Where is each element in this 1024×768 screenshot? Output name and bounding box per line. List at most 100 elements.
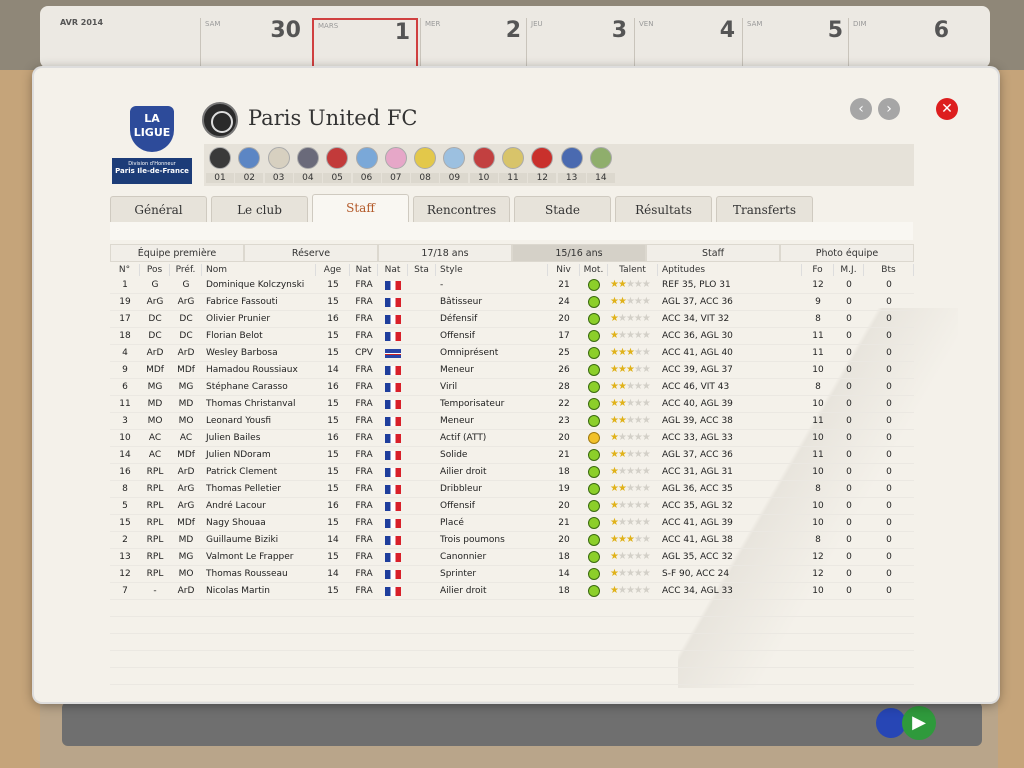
club-badge-item[interactable]: 08 bbox=[411, 146, 440, 184]
column-header[interactable]: Sta bbox=[408, 264, 436, 276]
star-icon: ★ bbox=[641, 534, 651, 545]
table-row[interactable]: 17 DC DC Olivier Prunier 16 FRA Défensif 20 ★★★★… bbox=[110, 311, 914, 328]
tab-5[interactable]: Résultats bbox=[615, 196, 712, 222]
star-icon: ★ bbox=[633, 568, 643, 579]
calendar-day[interactable]: SAM 30 bbox=[200, 18, 307, 70]
column-header[interactable]: Age bbox=[316, 264, 350, 276]
calendar-day[interactable]: SAM 5 bbox=[742, 18, 849, 70]
cell-pref: DC bbox=[179, 331, 193, 341]
subtab-3[interactable]: 15/16 ans bbox=[512, 244, 646, 262]
tab-0[interactable]: Général bbox=[110, 196, 207, 222]
table-row[interactable]: 7- ArD Nicolas Martin 15 FRA Ailier droit 18 ★★… bbox=[110, 583, 914, 600]
table-row[interactable]: 9 MDf MDf Hamadou Roussiaux 14 FRA Meneur 26 ★★★… bbox=[110, 362, 914, 379]
continue-button[interactable]: ▶ bbox=[902, 706, 936, 740]
tab-6[interactable]: Transferts bbox=[716, 196, 813, 222]
cell-nat: FRA bbox=[355, 314, 373, 324]
subtab-5[interactable]: Photo équipe bbox=[780, 244, 914, 262]
subtab-4[interactable]: Staff bbox=[646, 244, 780, 262]
table-row[interactable]: 14 AC MDf Julien NDoram 15 FRA Solide 21 ★★★★★ AG… bbox=[110, 447, 914, 464]
star-icon: ★ bbox=[641, 466, 651, 477]
cell-aptitudes: ACC 41, AGL 40 bbox=[662, 348, 733, 358]
star-icon: ★ bbox=[625, 500, 635, 511]
previous-club-button[interactable]: ‹ bbox=[850, 98, 872, 120]
table-row[interactable]: 11 MD MD Thomas Christanval 15 FRA Temporisate… bbox=[110, 396, 914, 413]
column-header[interactable]: Préf. bbox=[170, 264, 202, 276]
star-icon: ★ bbox=[617, 500, 627, 511]
table-row[interactable]: 10 AC AC Julien Bailes 16 FRA Actif (ATT) 20 ★★★… bbox=[110, 430, 914, 447]
calendar-day[interactable]: MER 2 bbox=[420, 18, 527, 70]
column-header[interactable]: Niv bbox=[548, 264, 580, 276]
subtab-2[interactable]: 17/18 ans bbox=[378, 244, 512, 262]
column-header[interactable]: Nat bbox=[378, 264, 408, 276]
club-badge-item[interactable]: 12 bbox=[528, 146, 557, 184]
table-row[interactable]: 1 G G Dominique Kolczynski 15 FRA -21 ★★★★★ REF … bbox=[110, 277, 914, 294]
column-header[interactable]: Nom bbox=[204, 264, 316, 276]
star-icon: ★ bbox=[641, 449, 651, 460]
column-header[interactable]: Talent bbox=[608, 264, 658, 276]
cell-pos: RPL bbox=[146, 569, 164, 579]
club-badge-icon bbox=[326, 147, 349, 169]
club-badge-item[interactable]: 13 bbox=[557, 146, 586, 184]
column-header[interactable]: Mot. bbox=[580, 264, 608, 276]
club-badge-item[interactable]: 06 bbox=[352, 146, 381, 184]
column-header[interactable]: Fo bbox=[802, 264, 834, 276]
table-row[interactable]: 18 DC DC Florian Belot 15 FRA Offensif 17 ★★★★★ A… bbox=[110, 328, 914, 345]
star-icon: ★ bbox=[617, 381, 627, 392]
club-badge-item[interactable]: 09 bbox=[440, 146, 469, 184]
cell-style: Actif (ATT) bbox=[440, 433, 487, 443]
table-row[interactable]: 4 ArD ArD Wesley Barbosa 15 CPV Omniprésent 25 ★… bbox=[110, 345, 914, 362]
column-header[interactable]: Bts bbox=[864, 264, 914, 276]
tab-4[interactable]: Stade bbox=[514, 196, 611, 222]
club-badge-item[interactable]: 05 bbox=[323, 146, 352, 184]
empty-row bbox=[110, 634, 914, 651]
column-header[interactable]: Nat bbox=[350, 264, 378, 276]
table-row[interactable]: 5 RPL ArG André Lacour 16 FRA Offensif 20 ★★★★★ A… bbox=[110, 498, 914, 515]
club-badge-item[interactable]: 04 bbox=[293, 146, 322, 184]
column-header[interactable]: Aptitudes bbox=[660, 264, 802, 276]
tab-1[interactable]: Le club bbox=[211, 196, 308, 222]
table-row[interactable]: 2 RPL MD Guillaume Biziki 14 FRA Trois poumons… bbox=[110, 532, 914, 549]
close-button[interactable]: ✕ bbox=[936, 98, 958, 120]
calendar-day[interactable]: VEN 4 bbox=[634, 18, 741, 70]
column-header[interactable]: N° bbox=[110, 264, 140, 276]
subtab-1[interactable]: Réserve bbox=[244, 244, 378, 262]
club-badge-item[interactable]: 10 bbox=[469, 146, 498, 184]
next-club-button[interactable]: › bbox=[878, 98, 900, 120]
calendar-day[interactable]: JEU 3 bbox=[526, 18, 633, 70]
club-badge-item[interactable]: 07 bbox=[381, 146, 410, 184]
flag-icon bbox=[385, 315, 401, 324]
column-header[interactable]: Pos bbox=[140, 264, 170, 276]
table-row[interactable]: 12 RPL MO Thomas Rousseau 14 FRA Sprinter 14 ★★★… bbox=[110, 566, 914, 583]
subtab-0[interactable]: Équipe première bbox=[110, 244, 244, 262]
column-header[interactable]: Style bbox=[438, 264, 548, 276]
table-row[interactable]: 6 MG MG Stéphane Carasso 16 FRA Viril 28 ★★★★★ AC… bbox=[110, 379, 914, 396]
tab-2[interactable]: Staff bbox=[312, 194, 409, 222]
club-badge-item[interactable]: 14 bbox=[586, 146, 615, 184]
shirt-icon[interactable] bbox=[876, 708, 906, 738]
cell-pref: ArG bbox=[177, 297, 195, 307]
club-badge-item[interactable]: 11 bbox=[499, 146, 527, 184]
tab-3[interactable]: Rencontres bbox=[413, 196, 510, 222]
table-row[interactable]: 19 ArG ArG Fabrice Fassouti 15 FRA Bâtisseur 24… bbox=[110, 294, 914, 311]
cell-pref: AC bbox=[179, 433, 193, 443]
calendar-day[interactable]: MARS 1 bbox=[312, 18, 418, 70]
cell-aptitudes: ACC 34, AGL 33 bbox=[662, 586, 733, 596]
table-row[interactable]: 15 RPL MDf Nagy Shouaa 15 FRA Placé 21 ★★★★★ ACC … bbox=[110, 515, 914, 532]
club-badge-item[interactable]: 03 bbox=[264, 146, 293, 184]
club-badge-item[interactable]: 01 bbox=[206, 146, 234, 184]
table-row[interactable]: 13 RPL MG Valmont Le Frapper 15 FRA Canonnier 1… bbox=[110, 549, 914, 566]
table-row[interactable]: 8 RPL ArG Thomas Pelletier 15 FRA Dribbleur 19 ★… bbox=[110, 481, 914, 498]
cell-pos: - bbox=[153, 586, 157, 596]
column-header[interactable]: M.J. bbox=[834, 264, 864, 276]
table-row[interactable]: 16 RPL ArD Patrick Clement 15 FRA Ailier droit… bbox=[110, 464, 914, 481]
club-badge-item[interactable]: 02 bbox=[235, 146, 264, 184]
cell-pref: MO bbox=[178, 569, 194, 579]
cell-nat: CPV bbox=[355, 348, 373, 358]
cell-n: 10 bbox=[119, 433, 131, 443]
club-badge-icon bbox=[384, 147, 407, 169]
table-row[interactable]: 3 MO MO Leonard Yousfi 15 FRA Meneur 23 ★★★★★ AGL… bbox=[110, 413, 914, 430]
star-icon: ★ bbox=[625, 551, 635, 562]
cell-mj: 0 bbox=[846, 586, 852, 596]
cell-aptitudes: S-F 90, ACC 24 bbox=[662, 569, 730, 579]
calendar-day[interactable]: DIM 6 bbox=[848, 18, 955, 70]
